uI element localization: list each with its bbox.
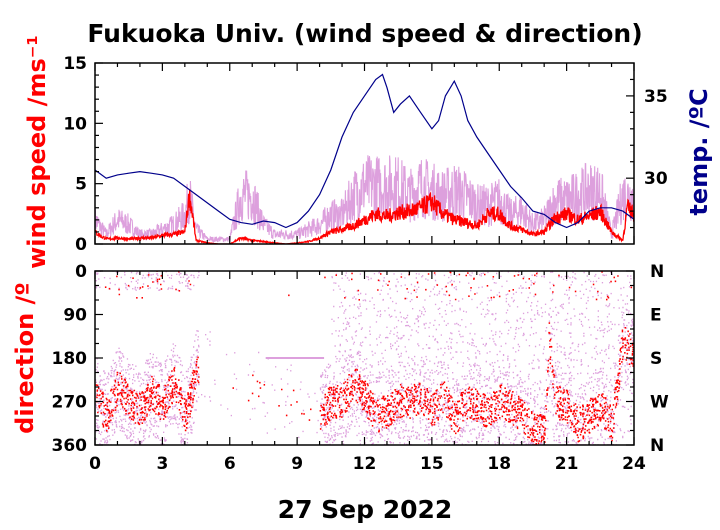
wind-speed-tick-label: 10 [63,114,87,134]
temperature-series [95,73,634,229]
wind-speed-data [95,73,634,244]
wind-direction-panel: 0 90 180 270 360 N E S W N 0 3 6 9 12 15 18 21 24 [52,262,670,474]
direction-tick-label: 90 [63,306,87,326]
hour-tick-label: 0 [89,454,101,474]
direction-tick-label: 270 [52,393,88,413]
hour-tick-label: 9 [291,454,303,474]
hour-tick-label: 6 [224,454,236,474]
wind-speed-tick-label: 0 [75,235,87,255]
wind-direction-data [95,271,634,445]
mean-wind-speed-series [95,189,634,244]
hour-tick-label: 3 [156,454,168,474]
direction-tick-label: 360 [52,436,88,456]
hour-tick-label: 12 [353,454,377,474]
direction-axis-label: direction /º [11,282,39,434]
wind-speed-tick-label: 15 [63,54,87,74]
hour-tick-label: 15 [420,454,444,474]
direction-spread-series [95,271,634,445]
compass-tick-label: E [650,306,662,326]
wind-speed-panel: 0 5 10 15 30 35 [63,54,668,255]
hour-tick-label: 24 [622,454,646,474]
compass-tick-label: N [650,436,664,456]
direction-tick-label: 0 [75,262,87,282]
temperature-tick-label: 30 [644,169,668,189]
date-axis-label: 27 Sep 2022 [278,495,453,524]
max-wind-speed-series [95,155,634,244]
wind-speed-axis-label: wind speed /ms⁻¹ [23,35,51,269]
direction-tick-label: 180 [52,349,88,369]
temperature-tick-label: 35 [644,87,668,107]
compass-tick-label: N [650,262,664,282]
mean-direction-series [95,271,634,445]
chart-title: Fukuoka Univ. (wind speed & direction) [87,19,642,48]
compass-tick-label: S [650,349,662,369]
temperature-axis-label: temp. /ºC [685,88,713,215]
hour-tick-label: 21 [555,454,579,474]
compass-tick-label: W [650,393,669,413]
wind-speed-tick-label: 5 [75,175,87,195]
hour-tick-label: 18 [487,454,511,474]
